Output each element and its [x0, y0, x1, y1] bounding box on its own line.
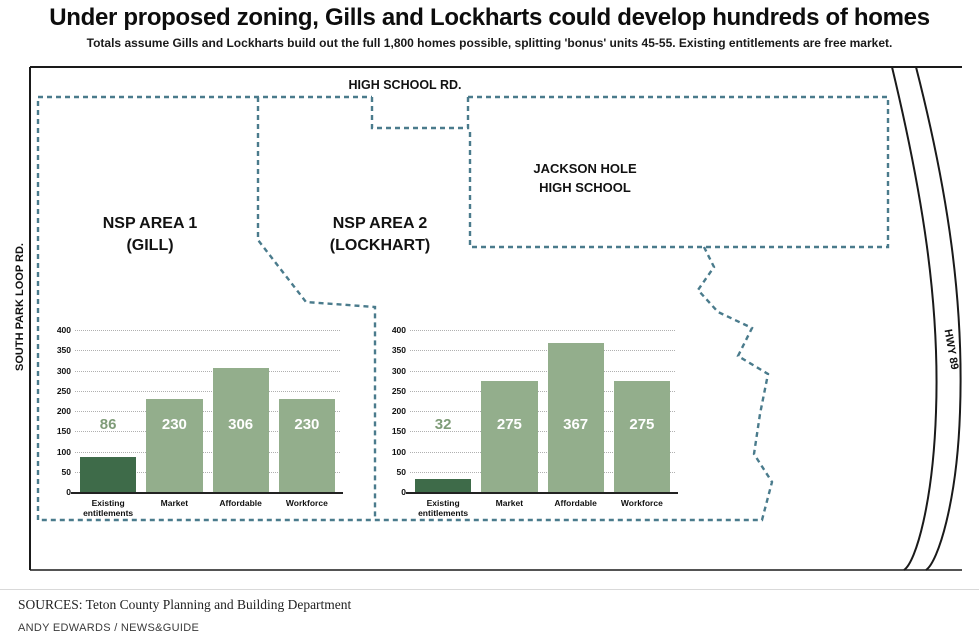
gridline: [75, 451, 340, 453]
y-tick-label: 50: [61, 466, 71, 477]
gridline: [410, 390, 675, 392]
bar-workforce: [278, 398, 335, 492]
sources-line: SOURCES: Teton County Planning and Build…: [18, 597, 352, 612]
y-tick-label: 400: [391, 325, 406, 335]
gridline: [75, 411, 340, 412]
school-label-line2: HIGH SCHOOL: [539, 180, 631, 195]
gridline: [75, 330, 340, 331]
chart-plot: 0 50 100 150 200 250 300 350 400 32 Existing entit…: [392, 325, 678, 518]
y-tick-label: 0: [401, 487, 406, 497]
boundary-left-top: [36, 95, 372, 520]
y-tick-label: 350: [56, 345, 71, 356]
y-tick-label: 0: [66, 487, 71, 497]
gridline: [410, 451, 675, 453]
y-tick-label: 50: [396, 466, 406, 477]
gridline: [410, 431, 675, 433]
category-label: Workforce: [285, 498, 328, 508]
y-tick-label: 250: [391, 385, 406, 396]
footer-divider: [0, 589, 979, 590]
gridline: [75, 390, 340, 392]
bar-value-label: 275: [629, 416, 655, 433]
y-tick-label: 100: [56, 446, 71, 457]
boundary-notch: [370, 97, 470, 130]
hwy89-road-line-inner: [891, 66, 938, 571]
bar-affordable: [547, 343, 604, 492]
road-label-hwy-89: HWY 89: [942, 328, 961, 370]
y-tick-label: 400: [56, 325, 71, 335]
category-label: Affordable: [219, 498, 262, 508]
page-title: Under proposed zoning, Gills and Lockhar…: [49, 4, 930, 31]
bar-market: [146, 398, 203, 492]
gridline: [410, 471, 675, 473]
area2-label-line1: NSP AREA 2: [333, 215, 428, 232]
bar-value-label: 275: [496, 416, 522, 433]
y-tick-label: 250: [56, 385, 71, 396]
y-tick-label: 150: [56, 426, 71, 437]
category-label: Workforce: [620, 498, 663, 508]
boundary-jagged-bottom: [38, 246, 774, 522]
category-label: Existing entitlements: [418, 498, 469, 518]
x-axis-line: [406, 492, 678, 494]
gridline: [75, 431, 340, 433]
y-tick-label: 200: [56, 406, 71, 416]
bar-value-label: 230: [161, 416, 187, 433]
road-label-south-park-loop-rd: SOUTH PARK LOOP RD.: [14, 243, 26, 371]
area1-label-line2: (GILL): [126, 237, 173, 254]
bar-chart-area1: 0 50 100 150 200 250 300 350 400 86 Existing entit…: [50, 325, 350, 520]
boundary-area-divider: [256, 97, 377, 520]
bar-value-label: 86: [99, 416, 117, 433]
gridline: [75, 350, 340, 352]
bar-value-label: 32: [434, 416, 452, 433]
bar-workforce: [613, 380, 670, 492]
bar-value-label: 230: [294, 416, 320, 433]
bar-existing-entitlements: [415, 479, 472, 492]
category-label: Affordable: [554, 498, 597, 508]
y-tick-label: 100: [391, 446, 406, 457]
y-tick-label: 300: [391, 365, 406, 376]
bar-market: [481, 380, 538, 492]
school-label-line1: JACKSON HOLE: [533, 161, 637, 176]
category-label: Market: [495, 498, 524, 508]
credit-line: ANDY EDWARDS / NEWS&GUIDE: [18, 622, 200, 634]
gridline: [75, 471, 340, 473]
gridline: [410, 411, 675, 412]
road-label-high-school-rd: HIGH SCHOOL RD.: [349, 78, 462, 92]
gridline: [410, 350, 675, 352]
gridline: [75, 370, 340, 372]
nsp-boundary: [36, 95, 890, 522]
chart-plot: 0 50 100 150 200 250 300 350 400 86 Existing entit…: [57, 325, 343, 518]
bar-existing-entitlements: [80, 457, 137, 492]
gridline: [410, 330, 675, 331]
y-tick-label: 300: [56, 365, 71, 376]
bar-chart-area2: 0 50 100 150 200 250 300 350 400 32 Existing entit…: [385, 325, 685, 520]
bar-value-label: 306: [228, 416, 254, 433]
category-label: Market: [160, 498, 189, 508]
area1-label-line1: NSP AREA 1: [103, 215, 198, 232]
hwy89-road-line-outer: [915, 66, 962, 571]
y-tick-label: 200: [391, 406, 406, 416]
bar-value-label: 367: [563, 416, 589, 433]
y-tick-label: 350: [391, 345, 406, 356]
x-axis-line: [71, 492, 343, 494]
category-label: Existing entitlements: [83, 498, 134, 518]
zoning-map: HIGH SCHOOL RD. SOUTH PARK LOOP RD. HWY …: [14, 66, 962, 571]
bar-affordable: [212, 368, 269, 492]
page-subtitle: Totals assume Gills and Lockharts build …: [86, 36, 893, 50]
area2-label-line2: (LOCKHART): [330, 237, 430, 254]
gridline: [410, 370, 675, 372]
boundary-school: [468, 95, 890, 249]
y-tick-label: 150: [391, 426, 406, 437]
